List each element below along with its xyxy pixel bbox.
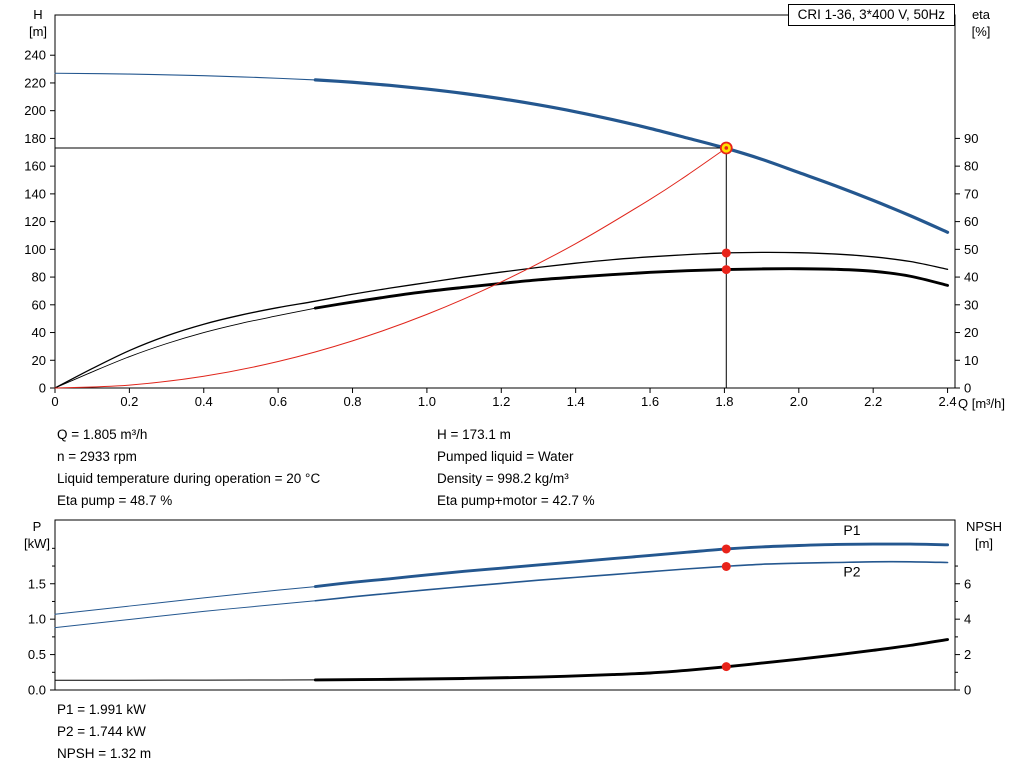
info-line-p1: P1 = 1.991 kW	[57, 702, 146, 717]
info-line-npsh: NPSH = 1.32 m	[57, 746, 152, 761]
y-right-tick-label: 10	[964, 353, 978, 368]
pump-title-box: CRI 1-36, 3*400 V, 50Hz	[787, 4, 955, 26]
p2-curve	[314, 560, 949, 602]
y-left-tick-label: 100	[24, 242, 46, 257]
eta-pump-curve	[54, 251, 949, 389]
eta-axis-label-line1: eta	[971, 7, 991, 22]
power-npsh-chart: 0.0 0.5 1.0 1.5 0 2 4 6 P1 P2	[28, 519, 971, 698]
p1-out-of-range	[54, 586, 316, 615]
y-left-tick-label: 60	[32, 297, 46, 312]
y-right-tick-label: 20	[964, 325, 978, 340]
duty-point-marker-center	[724, 146, 729, 150]
x-tick-label: 1.8	[715, 394, 733, 409]
y-left-tick-label: 140	[24, 186, 46, 201]
p-axis-label: P [kW]	[18, 518, 56, 552]
h-axis-label-line1: H	[33, 7, 43, 22]
p2-out-of-range	[54, 600, 316, 629]
npsh-dot	[721, 662, 731, 672]
y-right-tick-label: 0	[964, 683, 971, 698]
h-axis-label-line2: [m]	[28, 24, 48, 39]
eta-axis-label: eta [%]	[961, 6, 1001, 40]
x-tick-label: 2.0	[790, 394, 808, 409]
p2-dot	[721, 561, 731, 571]
info-line-q: Q = 1.805 m³/h	[57, 427, 148, 442]
power-info-column: P1 = 1.991 kW P2 = 1.744 kW NPSH = 1.32 …	[57, 699, 151, 765]
y-right-tick-label: 70	[964, 186, 978, 201]
y-right-tick-label: 30	[964, 297, 978, 312]
info-line-eta-pump-motor: Eta pump+motor = 42.7 %	[437, 493, 595, 508]
x-tick-label: 1.6	[641, 394, 659, 409]
duty-info-left-column: Q = 1.805 m³/h n = 2933 rpm Liquid tempe…	[57, 424, 320, 512]
y-left-tick-label: 40	[32, 325, 46, 340]
x-tick-label: 0.8	[343, 394, 361, 409]
info-line-h: H = 173.1 m	[437, 427, 511, 442]
y-left-tick-label: 80	[32, 270, 46, 285]
info-line-n: n = 2933 rpm	[57, 449, 137, 464]
y-left-tick-label: 120	[24, 214, 46, 229]
y-left-tick-label: 180	[24, 131, 46, 146]
y-right-tick-label: 40	[964, 270, 978, 285]
info-line-eta-pump: Eta pump = 48.7 %	[57, 493, 173, 508]
y-left-tick-label: 1.5	[28, 576, 46, 591]
x-tick-label: 2.2	[864, 394, 882, 409]
x-tick-label: 2.4	[939, 394, 957, 409]
curve-label-p1: P1	[843, 522, 860, 538]
curve-label-p2: P2	[843, 564, 860, 580]
duty-info-right-column: H = 173.1 m Pumped liquid = Water Densit…	[437, 424, 595, 512]
hq-eta-chart: 0 0.2 0.4 0.6 0.8 1.0 1.2 1.4 1.6 1.8 2.0 2.2 2.4 0 20…	[24, 14, 978, 409]
plot-frame	[54, 519, 956, 691]
eta-axis-label-line2: [%]	[971, 24, 991, 39]
y-left-tick-label: 0.5	[28, 647, 46, 662]
hq-curve	[313, 78, 950, 234]
info-line-liquid-temp: Liquid temperature during operation = 20…	[57, 471, 321, 486]
x-tick-label: 0.2	[120, 394, 138, 409]
h-axis-label: H [m]	[22, 6, 54, 40]
eta-pump-motor-dot	[721, 265, 731, 275]
y-right-tick-label: 2	[964, 647, 971, 662]
y-right-tick-label: 6	[964, 576, 971, 591]
npsh-axis-label-line1: NPSH	[965, 519, 1003, 534]
npsh-axis-label: NPSH [m]	[958, 518, 1010, 552]
x-tick-label: 0.4	[195, 394, 213, 409]
x-tick-label: 1.0	[418, 394, 436, 409]
q-axis-label: Q [m³/h]	[958, 396, 1005, 411]
x-tick-label: 1.2	[492, 394, 510, 409]
y-right-tick-label: 80	[964, 159, 978, 174]
eta-pump-dot	[721, 248, 731, 258]
eta-pump-motor-out-of-range	[54, 307, 316, 389]
p-axis-label-line2: [kW]	[24, 536, 50, 551]
y-right-tick-label: 4	[964, 612, 971, 627]
y-right-tick-label: 90	[964, 131, 978, 146]
y-left-tick-label: 240	[24, 48, 46, 63]
npsh-axis-label-line2: [m]	[974, 536, 994, 551]
p1-dot	[721, 544, 731, 554]
x-tick-label: 0.6	[269, 394, 287, 409]
y-left-tick-label: 0.0	[28, 683, 46, 698]
hq-out-of-range	[54, 72, 316, 81]
info-line-p2: P2 = 1.744 kW	[57, 724, 146, 739]
x-tick-label: 1.4	[567, 394, 585, 409]
y-left-tick-label: 0	[39, 381, 46, 396]
y-left-tick-label: 220	[24, 75, 46, 90]
info-line-pumped-liquid: Pumped liquid = Water	[437, 449, 574, 464]
y-left-tick-label: 20	[32, 353, 46, 368]
y-right-tick-label: 0	[964, 381, 971, 396]
y-right-tick-label: 60	[964, 214, 978, 229]
y-left-tick-label: 160	[24, 159, 46, 174]
x-tick-label: 0	[51, 394, 58, 409]
y-right-tick-label: 50	[964, 242, 978, 257]
eta-pump-motor-curve	[313, 267, 950, 310]
plot-frame	[54, 14, 956, 389]
system-curve	[54, 147, 727, 389]
p1-curve	[313, 542, 950, 589]
p-axis-label-line1: P	[32, 519, 42, 534]
npsh-curve	[313, 638, 950, 682]
info-line-density: Density = 998.2 kg/m³	[437, 471, 569, 486]
y-left-tick-label: 1.0	[28, 612, 46, 627]
y-left-tick-label: 200	[24, 103, 46, 118]
